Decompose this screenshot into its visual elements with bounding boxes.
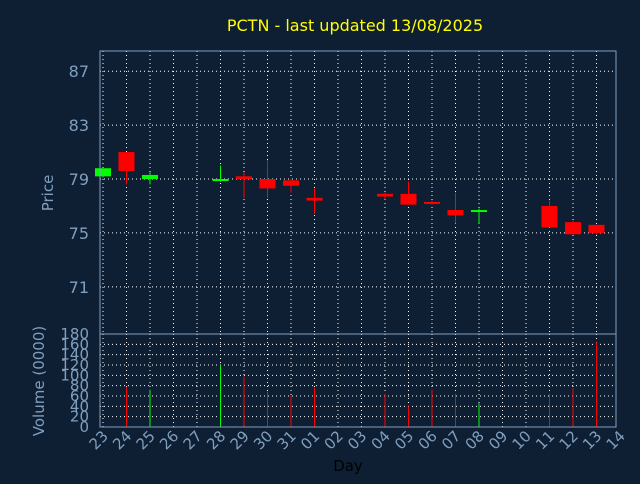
x-tick-label: 01 xyxy=(297,427,323,453)
volume-tick-label: 120 xyxy=(60,356,89,374)
candle-body xyxy=(95,168,111,177)
x-tick-label: 08 xyxy=(462,427,488,453)
price-tick-label: 79 xyxy=(69,170,89,189)
candle-body xyxy=(447,210,464,216)
x-tick-label: 10 xyxy=(509,427,535,453)
x-tick-label: 26 xyxy=(156,427,182,453)
x-tick-label: 23 xyxy=(86,427,112,453)
candle-body xyxy=(565,222,581,235)
x-axis-label: Day xyxy=(333,457,363,475)
volume-tick-label: 160 xyxy=(60,335,89,353)
price-tick-label: 87 xyxy=(69,62,89,81)
x-tick-label: 25 xyxy=(133,427,159,453)
x-tick-label: 14 xyxy=(603,427,629,453)
candle-body xyxy=(400,193,417,205)
volume-tick-label: 60 xyxy=(70,387,89,405)
x-tick-label: 24 xyxy=(109,427,135,453)
candle-body xyxy=(471,210,487,213)
x-tick-label: 13 xyxy=(579,427,605,453)
x-tick-label: 28 xyxy=(203,427,229,453)
x-tick-label: 30 xyxy=(250,427,276,453)
candle-body xyxy=(541,205,558,228)
x-tick-label: 04 xyxy=(368,427,394,453)
volume-tick-label: 0 xyxy=(79,418,89,436)
x-tick-label: 09 xyxy=(485,427,511,453)
x-tick-label: 11 xyxy=(532,427,558,453)
x-tick-label: 05 xyxy=(391,427,417,453)
price-tick-label: 71 xyxy=(69,278,89,297)
volume-tick-label: 180 xyxy=(60,325,89,343)
x-axis: 2324252627282930310102030405060708091011… xyxy=(86,427,629,453)
candle-body xyxy=(118,152,135,171)
x-tick-label: 02 xyxy=(321,427,347,453)
x-tick-label: 27 xyxy=(180,427,206,453)
x-tick-label: 31 xyxy=(274,427,300,453)
chart-title: PCTN - last updated 13/08/2025 xyxy=(227,16,483,35)
price-panel: 87 83 79 75 71 Price xyxy=(39,50,617,335)
x-tick-label: 03 xyxy=(344,427,370,453)
candle-body xyxy=(377,193,393,197)
x-tick-label: 29 xyxy=(227,427,253,453)
volume-frame xyxy=(99,333,617,428)
volume-tick-label: 80 xyxy=(70,377,89,395)
volume-tick-label: 20 xyxy=(70,408,89,426)
candle-body xyxy=(306,197,323,201)
candle-body xyxy=(424,201,440,204)
volume-tick-label: 40 xyxy=(70,397,89,415)
price-tick-label: 83 xyxy=(69,116,89,135)
candle-body xyxy=(588,224,605,233)
volume-axis-label: Volume (0000) xyxy=(30,326,48,436)
price-axis-label: Price xyxy=(39,175,57,212)
x-tick-label: 06 xyxy=(415,427,441,453)
volume-tick-label: 100 xyxy=(60,366,89,384)
candle-body xyxy=(283,180,299,186)
volume-tick-label: 140 xyxy=(60,346,89,364)
candle-body xyxy=(212,179,229,182)
candle-body xyxy=(142,174,158,180)
x-tick-label: 12 xyxy=(556,427,582,453)
x-tick-label: 07 xyxy=(438,427,464,453)
candle-body xyxy=(259,179,276,189)
price-frame xyxy=(99,50,617,335)
price-tick-label: 75 xyxy=(69,224,89,243)
candle-body xyxy=(236,176,252,180)
